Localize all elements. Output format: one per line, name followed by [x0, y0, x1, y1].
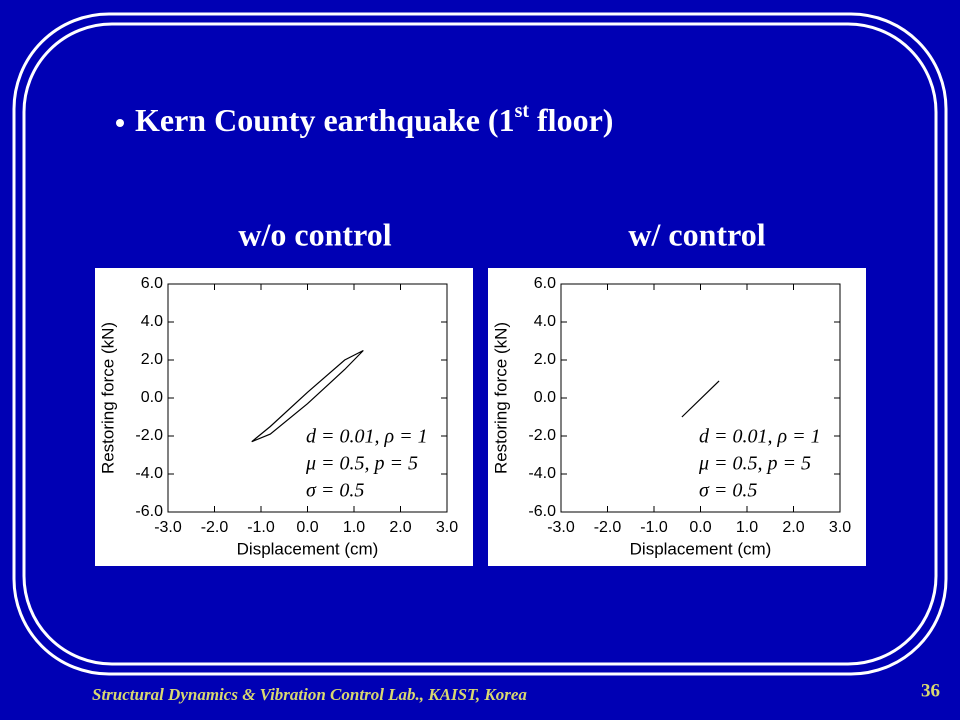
x-tick-label: 0.0 — [689, 519, 711, 536]
y-tick-label: -6.0 — [528, 503, 556, 520]
annotation: μ = 0.5, p = 5 — [698, 453, 811, 475]
title-sup: st — [515, 100, 530, 122]
x-tick-label: 3.0 — [829, 519, 851, 536]
y-tick-label: 0.0 — [534, 389, 556, 406]
x-tick-label: 3.0 — [436, 519, 458, 536]
page-number: 36 — [921, 680, 940, 701]
footer: Structural Dynamics & Vibration Control … — [92, 685, 527, 704]
annotation: d = 0.01, ρ = 1 — [306, 426, 428, 448]
border-outer — [12, 12, 948, 676]
title-main: Kern County earthquake (1 — [135, 102, 515, 138]
y-tick-label: -4.0 — [135, 465, 163, 482]
x-tick-label: -1.0 — [247, 519, 275, 536]
x-tick-label: -3.0 — [154, 519, 182, 536]
x-tick-label: 2.0 — [782, 519, 804, 536]
annotation: σ = 0.5 — [306, 480, 364, 502]
x-tick-label: 1.0 — [736, 519, 758, 536]
annotation: σ = 0.5 — [699, 480, 757, 502]
y-axis-label: Restoring force (kN) — [98, 322, 117, 474]
y-tick-label: 6.0 — [141, 275, 163, 292]
chart-panel — [95, 268, 473, 566]
x-axis-label: Displacement (cm) — [630, 539, 772, 558]
x-tick-label: 2.0 — [389, 519, 411, 536]
x-tick-label: 0.0 — [296, 519, 318, 536]
y-tick-label: -2.0 — [528, 427, 556, 444]
title-end: floor) — [529, 102, 613, 138]
annotation: d = 0.01, ρ = 1 — [699, 426, 821, 448]
y-tick-label: 6.0 — [534, 275, 556, 292]
x-tick-label: -1.0 — [640, 519, 668, 536]
series-line — [251, 349, 364, 443]
y-tick-label: -6.0 — [135, 503, 163, 520]
x-tick-label: -3.0 — [547, 519, 575, 536]
x-tick-label: -2.0 — [201, 519, 229, 536]
y-tick-label: 2.0 — [534, 351, 556, 368]
y-tick-label: 0.0 — [141, 389, 163, 406]
annotation: μ = 0.5, p = 5 — [305, 453, 418, 475]
y-tick-label: 4.0 — [534, 313, 556, 330]
chart-panel — [488, 268, 866, 566]
border-inner — [22, 22, 938, 666]
panel-title: w/ control — [628, 216, 765, 252]
chart: -3.0 -2.0 -1.0 0.0 1.0 2.0 3.0 -6.0 -4.0 -2.0 0.0 2… — [488, 268, 866, 566]
x-tick-label: 1.0 — [343, 519, 365, 536]
x-tick-label: -2.0 — [594, 519, 622, 536]
bullet — [116, 119, 124, 127]
y-tick-label: -4.0 — [528, 465, 556, 482]
x-axis-label: Displacement (cm) — [237, 539, 379, 558]
y-tick-label: 4.0 — [141, 313, 163, 330]
chart: -3.0 -2.0 -1.0 0.0 1.0 2.0 3.0 -6.0 -4.0 -2.0 0.0 2… — [95, 268, 473, 566]
series-line — [681, 380, 720, 418]
y-tick-label: -2.0 — [135, 427, 163, 444]
y-axis-label: Restoring force (kN) — [491, 322, 510, 474]
y-tick-label: 2.0 — [141, 351, 163, 368]
slide-title: Kern County earthquake (1st floor) — [135, 100, 613, 139]
panel-title: w/o control — [238, 216, 391, 252]
